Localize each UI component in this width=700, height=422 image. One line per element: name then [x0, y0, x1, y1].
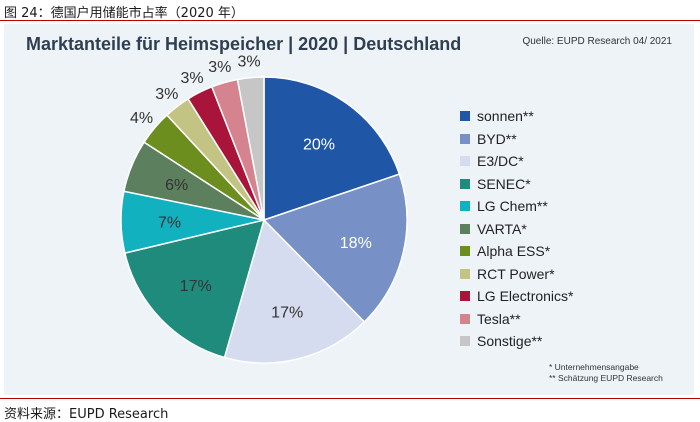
- figure-caption: 图 24：德国户用储能市占率（2020 年）: [4, 6, 244, 21]
- legend-label: SENEC*: [477, 175, 531, 192]
- pie-label-8: 3%: [180, 70, 203, 87]
- legend-item: LG Chem**: [460, 195, 573, 218]
- legend-label: Tesla**: [477, 310, 521, 327]
- pie-label-10: 3%: [238, 54, 261, 71]
- pie-slice-3: [123, 218, 266, 359]
- legend-item: Alpha ESS*: [460, 240, 573, 263]
- legend-item: sonnen**: [460, 105, 573, 128]
- legend-swatch: [460, 291, 470, 302]
- pie-label-9: 3%: [208, 59, 231, 76]
- legend-item: SENEC*: [460, 173, 573, 196]
- legend-item: Sonstige**: [460, 330, 573, 353]
- pie-label-2: 17%: [271, 305, 303, 322]
- pie-slice-10: [236, 76, 265, 221]
- source-note: 资料来源：EUPD Research: [4, 407, 169, 422]
- legend-swatch: [460, 336, 470, 347]
- legend-swatch: [460, 178, 470, 189]
- pie-label-7: 3%: [155, 86, 178, 103]
- legend-item: VARTA*: [460, 218, 573, 241]
- pie-chart: 20%18%17%17%7%6%4%3%3%3% 3%: [120, 54, 408, 364]
- legend-label: VARTA*: [477, 220, 527, 237]
- bottom-rule: [0, 398, 700, 399]
- legend-label: RCT Power*: [477, 265, 555, 282]
- legend-swatch: [460, 223, 470, 234]
- pie-label-5: 6%: [165, 177, 188, 194]
- pie-label-1: 18%: [340, 235, 372, 252]
- legend-item: RCT Power*: [460, 263, 573, 286]
- footnotes: * Unternehmensangabe ** Schätzung EUPD R…: [549, 362, 663, 384]
- legend-label: E3/DC*: [477, 153, 524, 170]
- legend-item: Tesla**: [460, 308, 573, 331]
- legend: sonnen** BYD** E3/DC* SENEC* LG Chem** VARTA*…: [460, 105, 573, 353]
- legend-item: BYD**: [460, 128, 573, 151]
- pie-label-0: 20%: [303, 136, 335, 153]
- pie-slice-0: [263, 76, 401, 222]
- legend-item: LG Electronics*: [460, 285, 573, 308]
- chart-source: Quelle: EUPD Research 04/ 2021: [522, 36, 672, 47]
- legend-label: sonnen**: [477, 108, 534, 125]
- pie-label-6: 4%: [130, 110, 153, 127]
- legend-label: LG Chem**: [477, 198, 548, 215]
- legend-label: Alpha ESS*: [477, 243, 551, 260]
- legend-label: BYD**: [477, 130, 517, 147]
- pie-label-3: 17%: [180, 278, 212, 295]
- legend-swatch: [460, 156, 470, 167]
- legend-swatch: [460, 313, 470, 324]
- legend-swatch: [460, 268, 470, 279]
- legend-item: E3/DC*: [460, 150, 573, 173]
- legend-swatch: [460, 246, 470, 257]
- pie-slice-2: [223, 218, 366, 364]
- chart-panel: Marktanteile für Heimspeicher | 2020 | D…: [4, 24, 694, 395]
- legend-label: LG Electronics*: [477, 288, 574, 305]
- top-rule: [0, 20, 700, 21]
- legend-swatch: [460, 111, 470, 122]
- pie-slice-1: [262, 173, 408, 323]
- legend-swatch: [460, 201, 470, 212]
- footnote-1: * Unternehmensangabe: [549, 362, 639, 372]
- chart-title: Marktanteile für Heimspeicher | 2020 | D…: [26, 34, 462, 54]
- pie-label-4: 7%: [158, 215, 181, 232]
- legend-swatch: [460, 133, 470, 144]
- footnote-2: ** Schätzung EUPD Research: [549, 373, 663, 383]
- legend-label: Sonstige**: [477, 333, 543, 350]
